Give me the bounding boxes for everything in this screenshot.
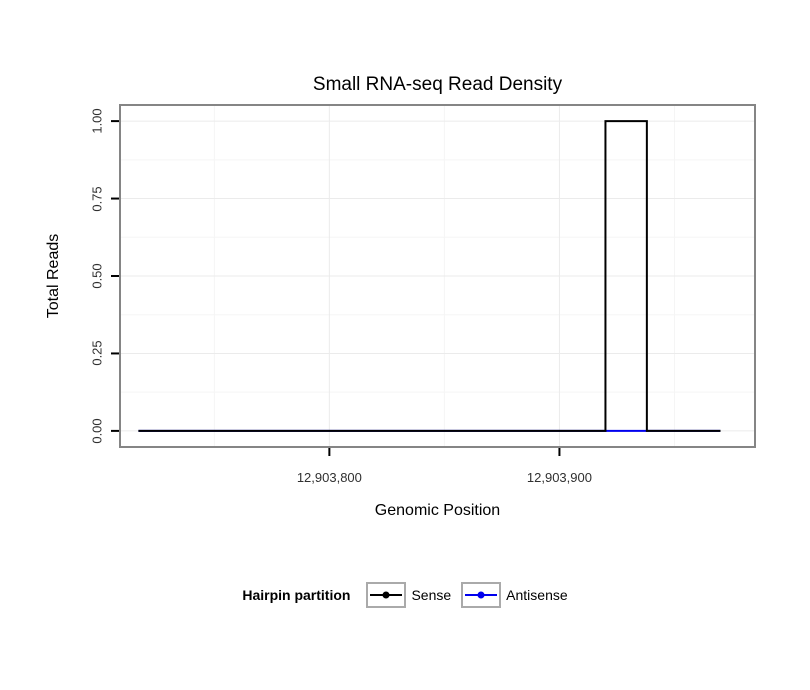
x-tick-label: 12,903,800	[296, 470, 362, 485]
panel-border	[119, 104, 756, 448]
x-axis-label: Genomic Position	[374, 502, 501, 519]
legend-title: Hairpin partition	[242, 587, 351, 603]
legend-item-antisense: Antisense	[461, 582, 568, 608]
legend-key-point	[382, 591, 390, 599]
x-tick-label: 12,903,900	[526, 470, 592, 485]
legend-item-sense: Sense	[366, 582, 451, 608]
series-line-sense	[138, 120, 721, 432]
chart-title: Small RNA-seq Read Density	[312, 74, 563, 95]
legend: Hairpin partition Sense Antisense	[0, 582, 810, 608]
y-tick-label: 0.75	[89, 185, 105, 212]
y-tick-label: 0.50	[89, 263, 105, 289]
legend-key-antisense-icon	[461, 582, 502, 608]
legend-label-sense: Sense	[411, 587, 452, 603]
legend-label-antisense: Antisense	[506, 587, 568, 603]
y-tick-label: 0.25	[89, 340, 105, 367]
legend-key-point	[477, 591, 485, 599]
y-tick-label: 1.00	[89, 108, 105, 134]
y-axis-label: Total Reads	[45, 233, 62, 319]
y-tick-label: 0.00	[89, 418, 105, 444]
legend-key-sense-icon	[366, 582, 407, 608]
